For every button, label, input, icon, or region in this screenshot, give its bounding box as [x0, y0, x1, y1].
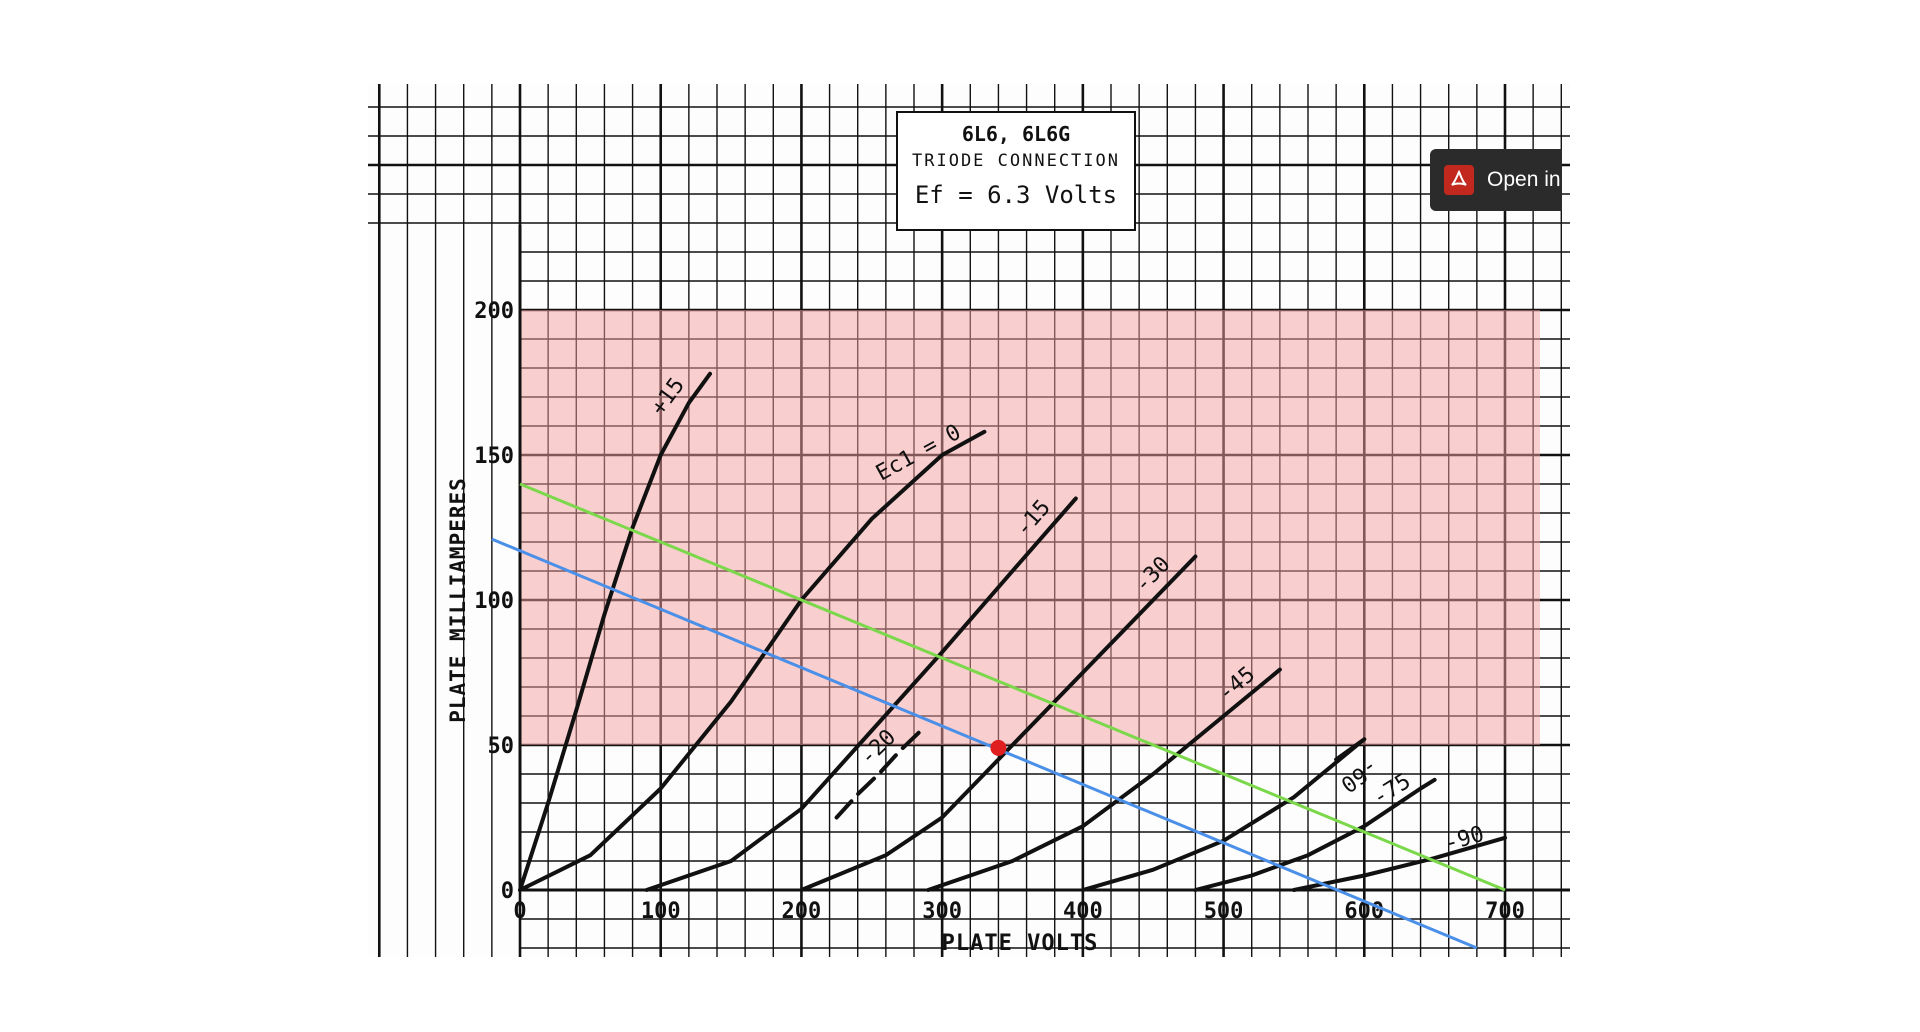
shaded-region — [520, 310, 1540, 745]
chart-title: 6L6, 6L6G — [962, 122, 1070, 146]
x-tick-label: 500 — [1204, 899, 1244, 924]
x-axis-label: PLATE VOLTS — [942, 931, 1099, 956]
y-tick-label: 50 — [488, 734, 515, 759]
x-tick-label: 400 — [1063, 899, 1103, 924]
x-tick-label: 600 — [1344, 899, 1384, 924]
curve-ec1-+15 — [518, 371, 712, 892]
acrobat-icon — [1444, 165, 1474, 195]
open-in-acrobat-button[interactable]: Open in Acrobat — [1430, 149, 1562, 211]
y-axis-label: PLATE MILLIAMPERES — [446, 477, 470, 723]
y-tick-label: 100 — [474, 589, 514, 614]
x-tick-label: 700 — [1485, 899, 1525, 924]
axes: 0 100 200 300 400 500 600 700 0 50 100 150 200 — [474, 225, 1570, 924]
curve-ec1-0 — [518, 429, 987, 892]
load-lines — [491, 482, 1506, 950]
load-line-green — [519, 482, 1506, 892]
safe-operating-area — [520, 310, 1540, 745]
load-line-blue — [491, 537, 1478, 950]
y-tick-label: 150 — [474, 444, 514, 469]
x-tick-label: 200 — [782, 899, 822, 924]
curve-ec1--60 — [1080, 737, 1367, 892]
curve-ec1--20 — [834, 728, 923, 820]
y-tick-label: 200 — [474, 299, 514, 324]
x-tick-label: 300 — [922, 899, 962, 924]
operating-point-marker — [990, 739, 1007, 756]
chart-subtitle: TRIODE CONNECTION — [912, 151, 1120, 171]
filament-condition: Ef = 6.3 Volts — [915, 181, 1117, 209]
curve-ec1--30 — [799, 554, 1198, 892]
x-tick-label: 100 — [641, 899, 681, 924]
curve-ec1--75 — [1193, 777, 1437, 892]
y-tick-label: 0 — [501, 879, 514, 904]
x-tick-label: 0 — [513, 899, 526, 924]
curve-ec1--15 — [644, 496, 1078, 892]
title-box — [896, 111, 1136, 231]
curve-ec1--90 — [1291, 835, 1507, 892]
open-in-acrobat-label: Open in Acrobat — [1487, 168, 1562, 191]
operating-point — [990, 739, 1007, 756]
